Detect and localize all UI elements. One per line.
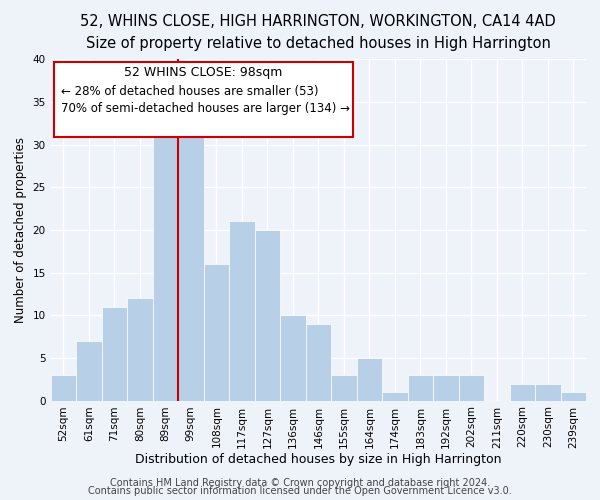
Bar xyxy=(535,384,560,400)
Bar xyxy=(331,375,356,400)
Bar xyxy=(152,119,178,400)
Bar xyxy=(356,358,382,401)
Bar xyxy=(433,375,458,400)
Bar xyxy=(76,341,101,400)
Bar xyxy=(50,375,76,400)
Text: 70% of semi-detached houses are larger (134) →: 70% of semi-detached houses are larger (… xyxy=(61,102,350,114)
Bar xyxy=(178,128,203,400)
Bar xyxy=(254,230,280,400)
Bar xyxy=(458,375,484,400)
Text: Contains HM Land Registry data © Crown copyright and database right 2024.: Contains HM Land Registry data © Crown c… xyxy=(110,478,490,488)
Bar xyxy=(560,392,586,400)
Y-axis label: Number of detached properties: Number of detached properties xyxy=(14,137,27,323)
Bar xyxy=(127,298,152,400)
Bar xyxy=(305,324,331,400)
Bar xyxy=(382,392,407,400)
Bar xyxy=(280,315,305,400)
X-axis label: Distribution of detached houses by size in High Harrington: Distribution of detached houses by size … xyxy=(135,453,502,466)
Bar xyxy=(229,222,254,400)
Title: 52, WHINS CLOSE, HIGH HARRINGTON, WORKINGTON, CA14 4AD
Size of property relative: 52, WHINS CLOSE, HIGH HARRINGTON, WORKIN… xyxy=(80,14,556,51)
Bar xyxy=(407,375,433,400)
Bar xyxy=(101,306,127,400)
Bar xyxy=(509,384,535,400)
Text: ← 28% of detached houses are smaller (53): ← 28% of detached houses are smaller (53… xyxy=(61,84,318,98)
Bar xyxy=(203,264,229,400)
Text: 52 WHINS CLOSE: 98sqm: 52 WHINS CLOSE: 98sqm xyxy=(124,66,283,78)
Text: Contains public sector information licensed under the Open Government Licence v3: Contains public sector information licen… xyxy=(88,486,512,496)
